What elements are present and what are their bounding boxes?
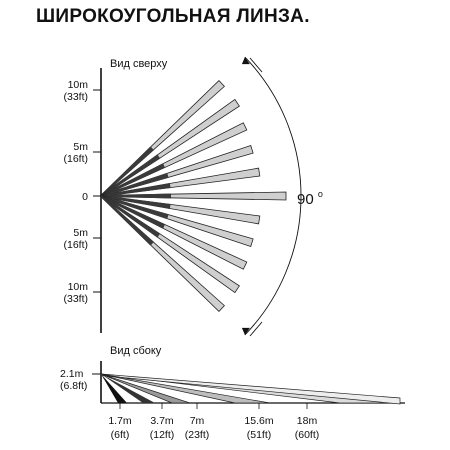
side-beam-7m bbox=[100, 373, 191, 404]
distance-label-ft: (60ft) bbox=[295, 429, 320, 441]
side-view-label: Вид сбоку bbox=[110, 345, 162, 357]
distance-label: 7m bbox=[190, 415, 205, 427]
zone-near-segment bbox=[100, 195, 169, 220]
y-tick-label: 5m bbox=[73, 141, 88, 153]
zone-near-segment bbox=[100, 195, 171, 209]
zone-near-segment bbox=[100, 195, 166, 229]
zone-near-segment bbox=[100, 195, 161, 238]
distance-label-ft: (23ft) bbox=[185, 429, 210, 441]
angle-value: 90 bbox=[297, 191, 314, 208]
side-beam-3m bbox=[101, 374, 155, 403]
zone-near-segment bbox=[100, 195, 154, 246]
distance-label-ft: (12ft) bbox=[150, 429, 175, 441]
zone-near-segment bbox=[100, 183, 171, 197]
y-tick-label-ft: (16ft) bbox=[63, 153, 88, 165]
zone-near-segment bbox=[100, 172, 169, 197]
arc-arrow-bottom-icon bbox=[241, 327, 250, 335]
zone-near-segment bbox=[100, 146, 154, 197]
distance-label: 18m bbox=[297, 415, 318, 427]
zone-near-segment bbox=[100, 154, 161, 197]
side-beam-1m bbox=[101, 374, 127, 403]
distance-labels: 1.7m (6ft) 3.7m (12ft) 7m (23ft) 15.6m (51ft) 18… bbox=[108, 403, 319, 441]
y-tick-label-ft: (33ft) bbox=[63, 91, 88, 103]
y-tick-label: 5m bbox=[73, 227, 88, 239]
arc-arrow-top-icon bbox=[241, 57, 250, 65]
y-tick-label-ft: (33ft) bbox=[63, 293, 88, 305]
distance-label: 1.7m bbox=[108, 415, 132, 427]
arc-end-line-top bbox=[249, 57, 263, 73]
distance-label: 3.7m bbox=[150, 415, 174, 427]
side-view: Вид сбоку 2.1m (6.8ft) 1.7m (6ft) 3.7m (12f… bbox=[60, 345, 405, 441]
top-view: Вид сверху 10m(33ft)5m(16ft)05m(16ft)10m… bbox=[63, 56, 323, 337]
y-tick-label-ft: (16ft) bbox=[63, 239, 88, 251]
zone-near-segment bbox=[100, 163, 166, 197]
angle-degree-symbol: o bbox=[318, 189, 323, 199]
y-tick-label: 10m bbox=[68, 281, 89, 293]
zone-near-segment bbox=[101, 193, 171, 199]
top-view-label: Вид сверху bbox=[110, 58, 168, 70]
y-tick-label: 0 bbox=[82, 191, 88, 203]
height-label-ft: (6.8ft) bbox=[60, 380, 87, 392]
distance-label-ft: (51ft) bbox=[247, 429, 272, 441]
top-view-ticks: 10m(33ft)5m(16ft)05m(16ft)10m(33ft) bbox=[63, 79, 101, 305]
side-beam-long bbox=[100, 373, 401, 405]
arc-end-line-bottom bbox=[249, 321, 263, 337]
height-label: 2.1m bbox=[60, 368, 84, 380]
distance-label-ft: (6ft) bbox=[111, 429, 130, 441]
page-title: ШИРОКОУГОЛЬНАЯ ЛИНЗА. bbox=[36, 6, 310, 27]
angle-arc bbox=[244, 56, 302, 336]
side-beams bbox=[100, 373, 401, 405]
side-beam-mid bbox=[100, 373, 271, 404]
distance-label: 15.6m bbox=[244, 415, 273, 427]
y-tick-label: 10m bbox=[68, 79, 89, 91]
detection-zones bbox=[100, 79, 287, 313]
angle-label: 90 o bbox=[297, 189, 323, 208]
